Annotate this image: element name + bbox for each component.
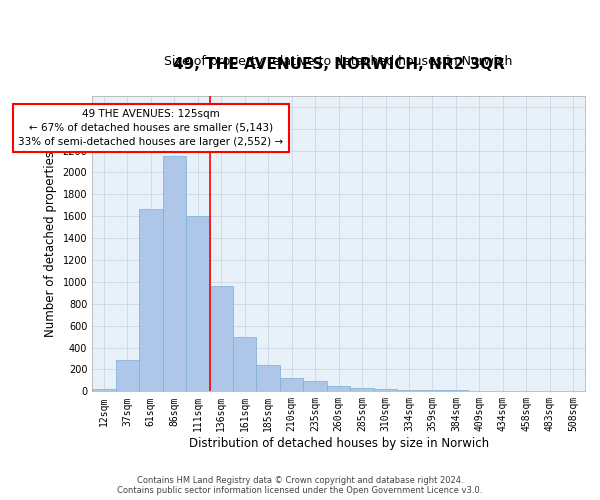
Text: Contains HM Land Registry data © Crown copyright and database right 2024.
Contai: Contains HM Land Registry data © Crown c…	[118, 476, 482, 495]
Bar	[116, 360, 139, 392]
Title: Size of property relative to detached houses in Norwich: Size of property relative to detached ho…	[164, 55, 513, 68]
Bar	[139, 208, 163, 392]
Bar	[304, 382, 327, 392]
Bar	[397, 390, 421, 392]
Bar	[256, 365, 280, 392]
Bar	[444, 390, 467, 392]
Bar	[491, 391, 515, 392]
Bar	[163, 156, 186, 392]
Bar	[233, 336, 256, 392]
Bar	[280, 378, 304, 392]
Bar	[209, 286, 233, 392]
Bar	[421, 390, 444, 392]
Y-axis label: Number of detached properties: Number of detached properties	[44, 150, 57, 336]
Bar	[350, 388, 374, 392]
Bar	[92, 389, 116, 392]
Bar	[327, 386, 350, 392]
X-axis label: Distribution of detached houses by size in Norwich: Distribution of detached houses by size …	[188, 437, 488, 450]
Bar	[467, 390, 491, 392]
Bar	[374, 389, 397, 392]
Text: 49, THE AVENUES, NORWICH, NR2 3QR: 49, THE AVENUES, NORWICH, NR2 3QR	[173, 57, 505, 72]
Bar	[186, 216, 209, 392]
Text: 49 THE AVENUES: 125sqm
← 67% of detached houses are smaller (5,143)
33% of semi-: 49 THE AVENUES: 125sqm ← 67% of detached…	[19, 109, 283, 147]
